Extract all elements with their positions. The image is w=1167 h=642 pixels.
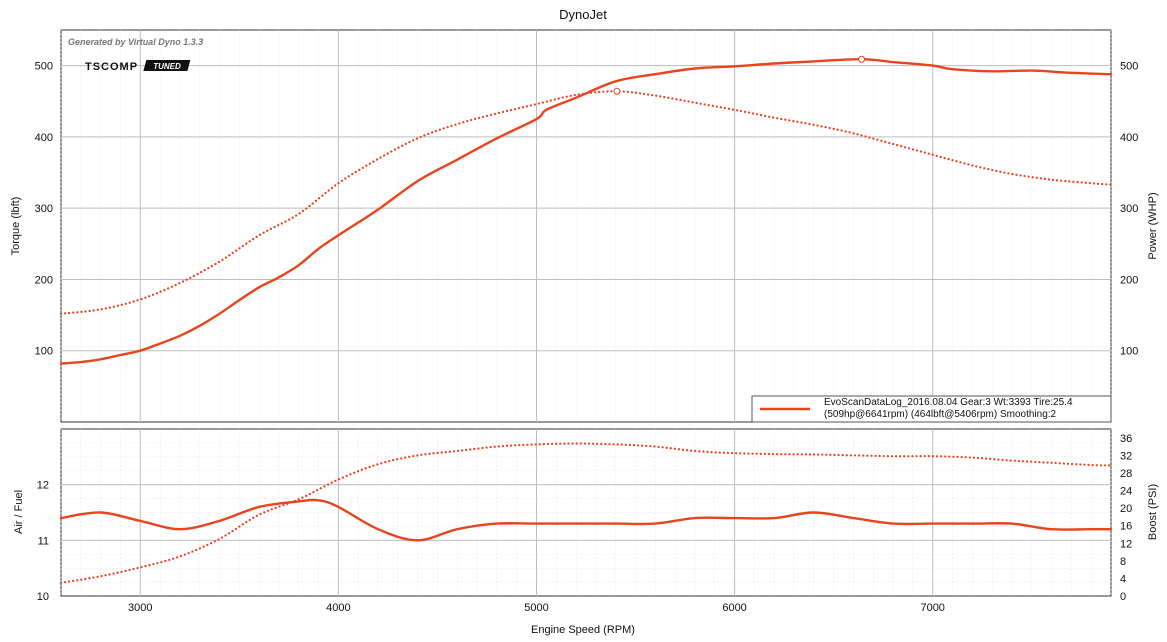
torque-tick-label: 100 xyxy=(35,346,53,358)
top-panel-frame xyxy=(60,29,1112,423)
torque-tick-label: 500 xyxy=(35,61,53,73)
legend-line-1: EvoScanDataLog_2016.08.04 Gear:3 Wt:3393… xyxy=(824,397,1073,408)
boost-line xyxy=(59,442,1113,584)
afr-line xyxy=(59,498,1113,542)
bottom-panel-series xyxy=(59,442,1113,584)
boost-tick-label: 16 xyxy=(1120,521,1132,533)
power-tick-label: 400 xyxy=(1120,132,1138,144)
logo-brand: TSCOMP xyxy=(85,61,138,73)
top-panel-grid: 100 100 200 200 300 300 400 400 500 500 xyxy=(35,30,1138,422)
logo-tag-bg xyxy=(143,60,191,71)
power-line xyxy=(59,57,1113,365)
x-tick-label: 5000 xyxy=(524,602,548,614)
torque-axis-label: Torque (lbft) xyxy=(10,197,22,256)
top-panel-series xyxy=(59,55,1113,365)
boost-tick-label: 28 xyxy=(1120,468,1132,480)
boost-tick-label: 4 xyxy=(1120,573,1126,585)
legend-line-2: (509hp@6641rpm) (464lbft@5406rpm) Smooth… xyxy=(824,409,1057,420)
boost-tick-label: 0 xyxy=(1120,591,1126,603)
power-tick-label: 200 xyxy=(1120,274,1138,286)
x-tick-label: 6000 xyxy=(722,602,746,614)
x-tick-label: 4000 xyxy=(326,602,350,614)
power-tick-label: 300 xyxy=(1120,203,1138,215)
torque-tick-label: 200 xyxy=(35,274,53,286)
afr-tick-label: 11 xyxy=(38,535,49,547)
boost-axis-label: Boost (PSI) xyxy=(1147,484,1159,540)
x-axis-label: Engine Speed (RPM) xyxy=(531,624,635,636)
bottom-panel-grid: 10 11 12 0 4 8 12 16 20 24 28 32 36 xyxy=(37,429,1132,603)
boost-tick-label: 32 xyxy=(1120,450,1132,462)
torque-line xyxy=(59,90,1113,315)
x-tick-label: 3000 xyxy=(128,602,152,614)
legend: EvoScanDataLog_2016.08.04 Gear:3 Wt:3393… xyxy=(751,395,1112,423)
afr-tick-label: 12 xyxy=(37,480,49,492)
generated-by-text: Generated by Virtual Dyno 1.3.3 xyxy=(68,37,203,47)
boost-tick-label: 20 xyxy=(1120,503,1132,515)
power-axis-label: Power (WHP) xyxy=(1147,192,1159,259)
logo-tag: TUNED xyxy=(153,62,181,71)
power-tick-label: 100 xyxy=(1120,346,1138,358)
x-axis-ticks: 3000 4000 5000 6000 7000 xyxy=(128,602,945,614)
peak-marker xyxy=(613,87,621,95)
afr-tick-label: 10 xyxy=(37,591,49,603)
tscomp-logo: TSCOMP TUNED xyxy=(85,60,191,73)
afr-axis-label: Air / Fuel xyxy=(13,490,25,534)
boost-tick-label: 36 xyxy=(1120,433,1132,445)
torque-tick-label: 400 xyxy=(35,132,53,144)
torque-tick-label: 300 xyxy=(35,203,53,215)
legend-box xyxy=(751,395,1112,423)
power-tick-label: 500 xyxy=(1120,61,1138,73)
boost-tick-label: 8 xyxy=(1120,556,1126,568)
peak-marker xyxy=(858,55,866,63)
boost-tick-label: 12 xyxy=(1120,538,1132,550)
chart-title: DynoJet xyxy=(559,7,607,22)
x-tick-label: 7000 xyxy=(920,602,944,614)
boost-tick-label: 24 xyxy=(1120,486,1132,498)
